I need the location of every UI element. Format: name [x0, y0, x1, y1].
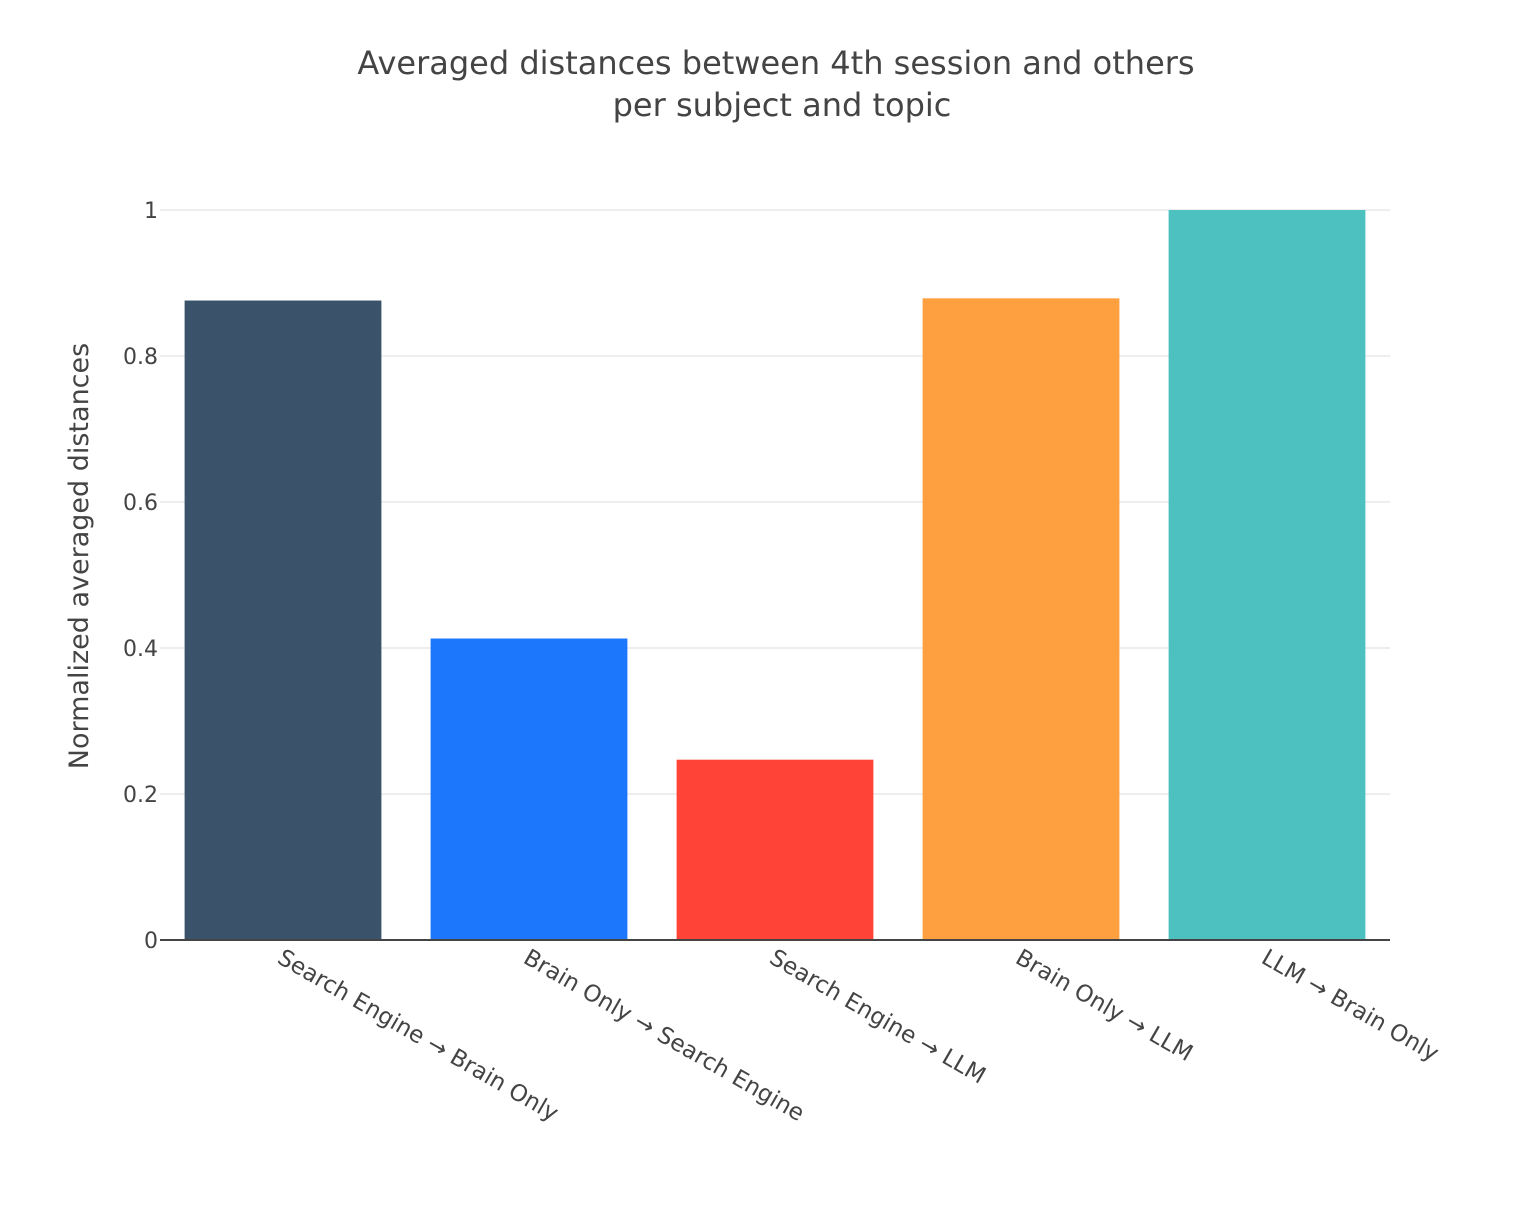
bar: [676, 759, 874, 940]
y-tick-label: 0.2: [123, 783, 158, 808]
x-tick-label: Brain Only → LLM: [1011, 945, 1197, 1067]
bar: [1168, 210, 1366, 940]
bar: [922, 298, 1120, 941]
x-tick-label: Brain Only → Search Engine: [519, 945, 809, 1127]
y-tick-label: 1: [144, 199, 158, 224]
y-tick-label: 0.8: [123, 345, 158, 370]
chart-title: Averaged distances between 4th session a…: [357, 44, 1194, 82]
bar: [184, 300, 382, 940]
y-tick-label: 0.4: [123, 637, 158, 662]
x-tick-label: LLM → Brain Only: [1257, 945, 1443, 1067]
y-axis-title: Normalized averaged distances: [64, 343, 95, 769]
y-tick-labels: 0 0.2 0.4 0.6 0.8 1: [123, 199, 158, 954]
bar: [430, 638, 628, 940]
bars: [184, 210, 1366, 941]
y-tick-label: 0: [144, 929, 158, 954]
x-tick-label: Search Engine → Brain Only: [273, 945, 563, 1127]
x-tick-label: Search Engine → LLM: [765, 945, 990, 1090]
y-tick-label: 0.6: [123, 491, 158, 516]
chart-subtitle: per subject and topic: [613, 86, 952, 124]
